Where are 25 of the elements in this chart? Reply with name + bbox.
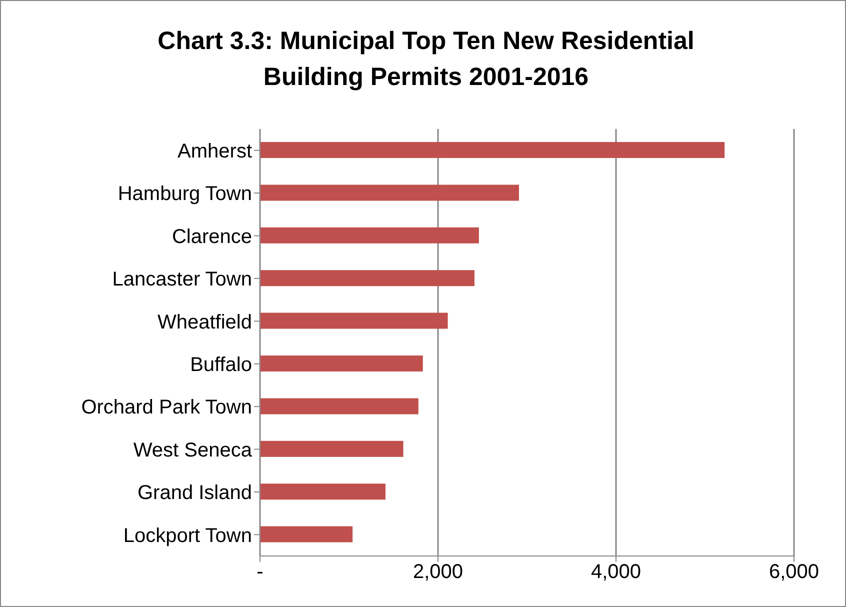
bar: [260, 526, 353, 542]
bar: [260, 142, 725, 158]
x-tick-label: 4,000: [590, 561, 642, 584]
y-tick-label: West Seneca: [133, 439, 253, 462]
bar: [260, 440, 404, 457]
bar: [260, 356, 423, 372]
bar: [260, 484, 386, 500]
y-tick-label: Grand Island: [137, 482, 252, 504]
chart-title: Chart 3.3: Municipal Top Ten New Residential Building Permits 2001-2016: [156, 26, 696, 93]
y-tick-label: Wheatfield: [158, 311, 252, 334]
y-tick-label: Clarence: [172, 226, 252, 248]
y-tick-label: Amherst: [178, 140, 252, 162]
bar: [260, 312, 448, 329]
y-tick-label: Orchard Park Town: [81, 396, 252, 419]
x-tick-label: 6,000: [768, 561, 820, 584]
bar: [260, 184, 519, 201]
y-tick-label: Buffalo: [190, 354, 252, 376]
bar: [260, 227, 479, 244]
y-tick-label: Lockport Town: [123, 524, 252, 547]
y-tick-label: Lancaster Town: [112, 268, 252, 291]
x-tick-label: 2,000: [412, 561, 464, 584]
x-tick-label: -: [256, 561, 264, 584]
bar: [260, 398, 418, 414]
bar: [260, 270, 474, 286]
y-tick-label: Hamburg Town: [118, 183, 252, 206]
